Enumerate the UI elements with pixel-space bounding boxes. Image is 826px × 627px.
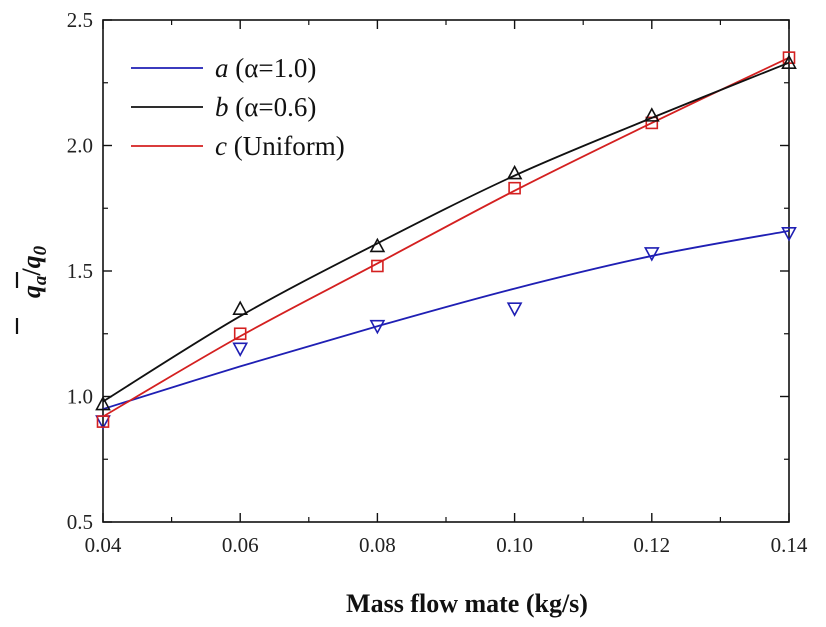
y-axis-title-slash: / [17,268,46,277]
y-axis-title-num: q [17,285,46,298]
x-tick-label: 0.04 [85,533,122,557]
y-axis-title-text: qa/q0 [17,245,51,298]
x-axis-title: Mass flow mate (kg/s) [346,589,588,618]
y-tick-label: 1.0 [67,385,93,409]
series-a-point [232,342,249,357]
axis-ticks: 0.04 0.06 0.08 0.10 0.12 0.14 0.5 1.0 1.5 2.0 2.5 [67,8,808,557]
y-tick-label: 2.0 [67,134,93,158]
series-a [95,227,797,430]
x-tick-label: 0.06 [222,533,259,557]
series-layer [95,51,797,430]
series-b-point [369,237,386,253]
y-axis-title: qa/q0 [15,245,51,334]
plot-area [102,19,790,523]
series-b-point [643,107,660,122]
x-tick-label: 0.08 [359,533,396,557]
legend-label-c: c (Uniform) [215,131,345,161]
series-c-point [508,181,521,195]
series-c-point [96,415,110,428]
x-tick-label: 0.12 [633,533,670,557]
x-tick-label: 0.10 [496,533,533,557]
series-a-fit-line [102,229,790,410]
legend-label-a: a (α=1.0) [215,53,316,83]
series-c-point [233,327,247,341]
series-c-fit-line [102,56,790,418]
series-c-point [371,259,384,273]
series-a-point [506,302,523,317]
y-axis-title-den: q [17,255,46,268]
legend: a (α=1.0) b (α=0.6) c (Uniform) [131,53,345,161]
y-tick-label: 1.5 [67,259,93,283]
series-a-point [643,247,660,262]
series-b [95,54,797,411]
y-tick-label: 2.5 [67,8,93,32]
y-axis-title-den-sub: 0 [30,245,51,255]
series-b-fit-line [102,61,790,403]
series-b-point [506,164,523,180]
y-axis-title-num-sub: a [30,275,51,285]
series-c [96,51,796,428]
series-b-point [95,395,111,411]
plot-frame [102,19,790,523]
series-b-point [232,300,249,315]
series-a-point [781,227,797,242]
y-tick-label: 0.5 [67,510,93,534]
x-tick-label: 0.14 [771,533,808,557]
series-b-point [781,54,797,69]
series-a-point [369,319,386,335]
legend-label-b: b (α=0.6) [215,92,316,122]
